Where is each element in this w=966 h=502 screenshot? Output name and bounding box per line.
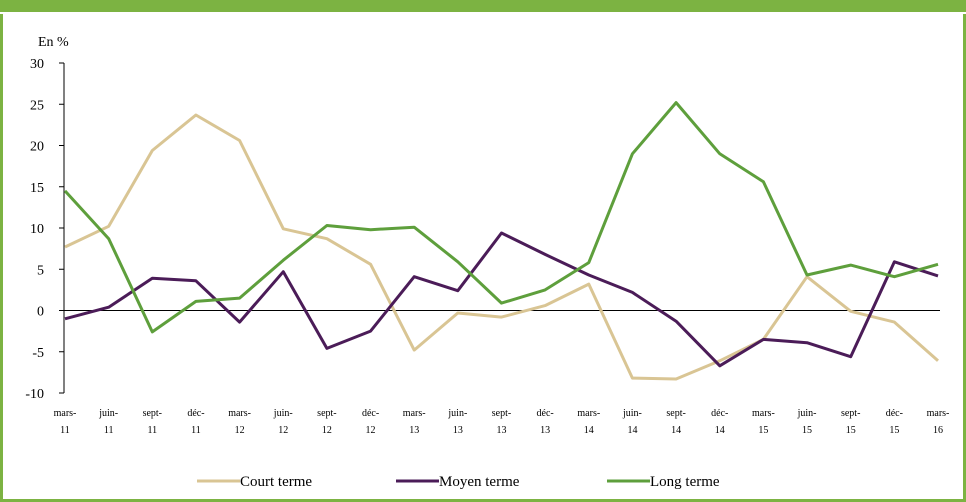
x-tick-label: déc- bbox=[886, 408, 903, 419]
series-line-long-terme bbox=[63, 101, 939, 334]
y-tick-label: 20 bbox=[30, 140, 44, 155]
y-tick-label: 15 bbox=[30, 181, 44, 196]
x-tick-label: 15 bbox=[758, 425, 768, 436]
series-line-court-terme bbox=[64, 113, 939, 381]
chart-top-border bbox=[0, 0, 966, 12]
series-line-moyen-terme bbox=[64, 231, 939, 368]
y-tick-label: 30 bbox=[30, 57, 44, 72]
y-tick-label: 25 bbox=[30, 98, 44, 113]
y-axis-label: En % bbox=[38, 35, 69, 50]
x-tick-label: déc- bbox=[537, 408, 554, 419]
y-tick-label: -10 bbox=[25, 387, 44, 402]
y-tick-label: 10 bbox=[30, 222, 44, 237]
x-tick-label: 14 bbox=[627, 425, 637, 436]
x-tick-label: 13 bbox=[453, 425, 463, 436]
y-tick-label: 0 bbox=[37, 305, 44, 320]
x-tick-label: 15 bbox=[802, 425, 812, 436]
legend-label-moyen-terme: Moyen terme bbox=[439, 474, 520, 490]
x-tick-label: 13 bbox=[409, 425, 419, 436]
chart-top-divider bbox=[0, 12, 966, 14]
x-tick-label: 13 bbox=[497, 425, 507, 436]
x-tick-label: sept- bbox=[143, 408, 162, 419]
x-tick-label: déc- bbox=[711, 408, 728, 419]
x-tick-label: 16 bbox=[933, 425, 943, 436]
x-tick-label: mars- bbox=[54, 408, 77, 419]
y-tick-label: 5 bbox=[37, 263, 44, 278]
x-tick-label: 14 bbox=[671, 425, 681, 436]
x-tick-label: sept- bbox=[666, 408, 685, 419]
legend-label-court-terme: Court terme bbox=[240, 474, 312, 490]
x-tick-label: 12 bbox=[322, 425, 332, 436]
x-tick-label: juin- bbox=[797, 408, 817, 419]
x-tick-label: mars- bbox=[927, 408, 950, 419]
x-tick-label: 11 bbox=[191, 425, 201, 436]
x-tick-label: 12 bbox=[366, 425, 376, 436]
y-tick-label: -5 bbox=[32, 346, 44, 361]
x-tick-label: juin- bbox=[622, 408, 642, 419]
x-tick-label: 14 bbox=[584, 425, 594, 436]
legend-label-long-terme: Long terme bbox=[650, 474, 720, 490]
x-tick-label: mars- bbox=[752, 408, 775, 419]
x-tick-label: juin- bbox=[98, 408, 118, 419]
x-tick-label: 12 bbox=[278, 425, 288, 436]
x-tick-label: mars- bbox=[403, 408, 426, 419]
x-tick-label: 12 bbox=[235, 425, 245, 436]
x-tick-label: juin- bbox=[273, 408, 293, 419]
x-tick-label: mars- bbox=[577, 408, 600, 419]
x-tick-label: 15 bbox=[846, 425, 856, 436]
x-tick-label: mars- bbox=[228, 408, 251, 419]
x-tick-label: déc- bbox=[187, 408, 204, 419]
x-tick-label: 11 bbox=[147, 425, 157, 436]
x-tick-label: 14 bbox=[715, 425, 725, 436]
x-tick-label: 11 bbox=[60, 425, 70, 436]
x-tick-label: sept- bbox=[841, 408, 860, 419]
x-tick-label: 11 bbox=[104, 425, 114, 436]
x-tick-label: juin- bbox=[447, 408, 467, 419]
x-tick-label: sept- bbox=[317, 408, 336, 419]
x-tick-label: 15 bbox=[889, 425, 899, 436]
x-tick-label: 13 bbox=[540, 425, 550, 436]
x-tick-label: déc- bbox=[362, 408, 379, 419]
x-tick-label: sept- bbox=[492, 408, 511, 419]
